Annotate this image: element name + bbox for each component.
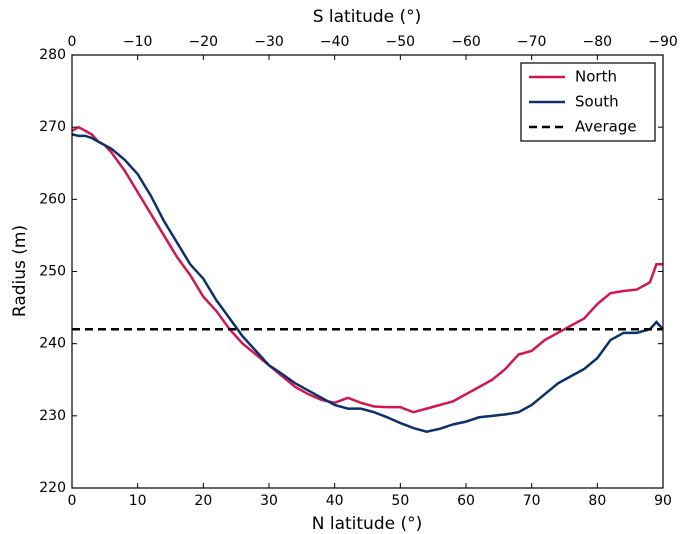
- x2-tick-label: −50: [386, 34, 416, 50]
- x-axis-title: N latitude (°): [312, 514, 423, 534]
- x2-axis-title: S latitude (°): [313, 7, 422, 27]
- y-tick-label: 270: [39, 119, 66, 135]
- legend-label: North: [575, 68, 617, 86]
- x2-tick-label: −60: [451, 34, 481, 50]
- data-line: [71, 125, 663, 414]
- legend-label: Average: [575, 118, 637, 136]
- y-tick-label: 230: [39, 408, 66, 424]
- x2-tick-label: −80: [583, 34, 613, 50]
- x-tick-label: 80: [588, 493, 606, 509]
- y-tick-label: 260: [39, 191, 66, 207]
- x2-tick-label: −10: [123, 34, 153, 50]
- x-tick-label: 70: [523, 493, 541, 509]
- y-axis-title: Radius (m): [10, 225, 30, 317]
- x2-tick-label: 0: [68, 34, 77, 50]
- x-tick-label: 30: [260, 493, 278, 509]
- y-tick-label: 250: [39, 264, 66, 280]
- x-tick-label: 20: [194, 493, 212, 509]
- x-tick-label: 0: [68, 493, 77, 509]
- x2-tick-label: −90: [648, 34, 678, 50]
- x2-tick-label: −30: [254, 34, 284, 50]
- x-tick-label: 50: [391, 493, 409, 509]
- x2-tick-label: −70: [517, 34, 547, 50]
- x-tick-label: 60: [457, 493, 475, 509]
- x-tick-label: 40: [326, 493, 344, 509]
- x-tick-label: 90: [654, 493, 672, 509]
- x-tick-label: 10: [129, 493, 147, 509]
- y-tick-label: 240: [39, 336, 66, 352]
- x2-tick-label: −40: [320, 34, 350, 50]
- data-line: [71, 133, 664, 433]
- y-tick-label: 220: [39, 480, 66, 496]
- legend-label: South: [575, 93, 619, 111]
- x2-tick-label: −20: [189, 34, 219, 50]
- y-tick-label: 280: [39, 47, 66, 63]
